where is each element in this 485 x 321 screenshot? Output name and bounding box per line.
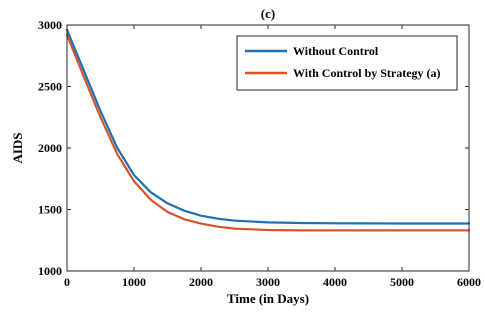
series-lines [65, 28, 471, 232]
x-tick-label: 4000 [323, 275, 347, 289]
x-tick-label: 0 [64, 275, 70, 289]
x-tick-label: 1000 [122, 275, 146, 289]
legend-label: Without Control [293, 44, 379, 58]
x-tick-label: 3000 [256, 275, 280, 289]
y-tick-label: 2500 [38, 80, 62, 94]
y-tick-label: 1000 [38, 264, 62, 278]
x-tick-label: 5000 [390, 275, 414, 289]
legend: Without Control With Control by Strategy … [236, 35, 458, 91]
x-axis-label: Time (in Days) [227, 291, 309, 306]
legend-label: With Control by Strategy (a) [293, 66, 441, 80]
y-tick-label: 3000 [38, 18, 62, 32]
x-tick-label: 2000 [189, 275, 213, 289]
series-line-1 [65, 28, 471, 225]
y-axis-label: AIDS [10, 132, 25, 163]
legend-box [236, 35, 458, 91]
series-line-2 [65, 33, 471, 232]
y-tick-label: 2000 [38, 141, 62, 155]
x-tick-label: 6000 [457, 275, 481, 289]
chart-title: (c) [261, 6, 275, 21]
y-tick-label: 1500 [38, 203, 62, 217]
axes: 0 1000 2000 3000 4000 5000 6000100015002000250… [38, 18, 481, 289]
